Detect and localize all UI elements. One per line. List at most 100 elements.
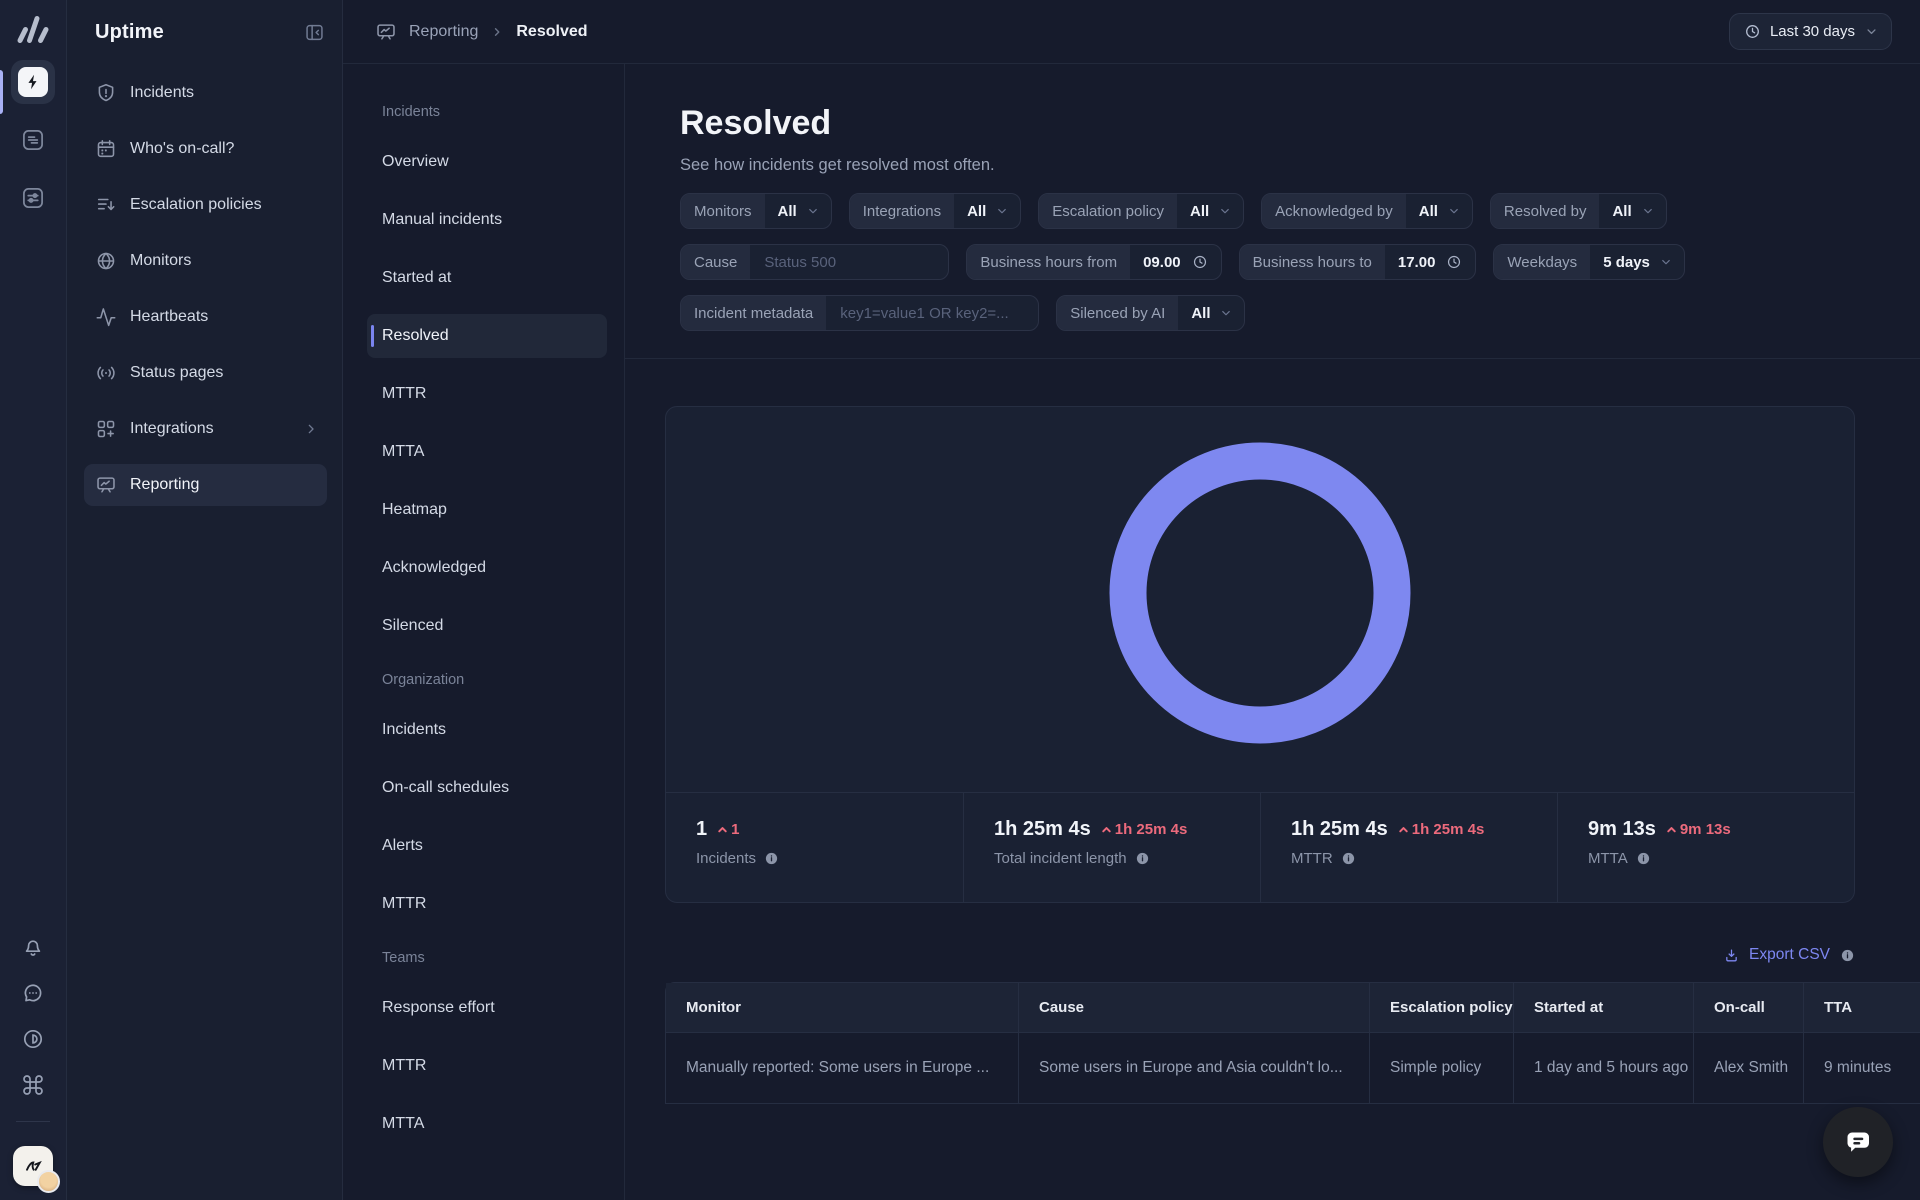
sidebar-item-reporting[interactable]: Reporting [84,464,327,506]
theme-toggle-button[interactable] [21,1027,45,1051]
cell-started-at[interactable]: 1 day and 5 hours ago [1513,1033,1693,1103]
telemetry-product-button[interactable] [11,176,55,220]
subnav-item-label: Incidents [382,721,447,738]
cell-cause[interactable]: Some users in Europe and Asia couldn't l… [1018,1033,1369,1103]
shortcuts-button[interactable] [21,1073,45,1097]
sidebar-item-heartbeats[interactable]: Heartbeats [84,296,327,338]
filter-integrations[interactable]: Integrations All [848,193,1022,229]
subnav-item-mttr[interactable]: MTTR [382,372,624,416]
subnav-item-resolved[interactable]: Resolved [367,314,607,358]
info-icon[interactable] [1135,851,1150,866]
incident-metadata-input[interactable] [826,296,1039,330]
chat-widget-button[interactable] [1823,1107,1893,1177]
filter-label: Monitors [681,194,765,228]
column-header-monitor[interactable]: Monitor [666,983,1018,1033]
caret-up-icon [1399,827,1408,833]
subnav-item-started-at[interactable]: Started at [382,256,624,300]
cause-input[interactable] [750,245,949,279]
filter-resolved-by[interactable]: Resolved by All [1489,193,1667,229]
chevron-right-icon [303,421,319,437]
workspace-avatar-button[interactable] [13,1146,60,1193]
section-divider [625,358,1920,359]
bell-icon [25,940,41,956]
subnav-item-teams-mtta[interactable]: MTTA [382,1102,624,1146]
filter-label: Escalation policy [1039,194,1177,228]
clock-icon [1446,254,1462,270]
subnav-item-label: Acknowledged [382,559,487,576]
subnav-item-mtta[interactable]: MTTA [382,430,624,474]
info-icon[interactable] [764,851,779,866]
subnav-item-manual-incidents[interactable]: Manual incidents [382,198,624,242]
breadcrumb-section[interactable]: Reporting [409,22,479,40]
subnav-item-response-effort[interactable]: Response effort [382,986,624,1030]
stat-delta: 1h 25m 4s [1397,821,1484,838]
filter-business-hours-from[interactable]: Business hours from 09.00 [966,244,1222,280]
bolt-product-icon [18,67,48,97]
date-range-button[interactable]: Last 30 days [1728,13,1892,50]
info-icon[interactable] [1840,948,1855,963]
stat-mttr: 1h 25m 4s 1h 25m 4s MTTR [1260,793,1557,902]
sidebar-item-incidents[interactable]: Incidents [84,72,327,114]
uptime-product-button[interactable] [11,60,55,104]
contrast-icon [23,1029,43,1049]
subnav-item-heatmap[interactable]: Heatmap [382,488,624,532]
filter-value: All [777,202,797,220]
cell-on-call[interactable]: Alex Smith [1693,1033,1803,1103]
subnav-item-silenced[interactable]: Silenced [382,604,624,648]
subnav-item-overview[interactable]: Overview [382,140,624,184]
logs-product-button[interactable] [11,118,55,162]
chevron-down-icon [1659,255,1673,269]
column-header-escalation-policy[interactable]: Escalation policy [1369,983,1513,1033]
filter-weekdays[interactable]: Weekdays 5 days [1493,244,1685,280]
stat-value: 9m 13s [1588,818,1656,840]
message-dots-icon [24,984,42,1002]
subnav-item-acknowledged[interactable]: Acknowledged [382,546,624,590]
filter-business-hours-to[interactable]: Business hours to 17.00 [1238,244,1477,280]
betterstack-logo[interactable] [13,12,53,46]
sidebar-item-status-pages[interactable]: Status pages [84,352,327,394]
filter-cause[interactable]: Cause [680,244,950,280]
cell-monitor[interactable]: Manually reported: Some users in Europe … [686,1059,990,1076]
column-header-on-call[interactable]: On-call [1693,983,1803,1033]
sidebar-item-monitors[interactable]: Monitors [84,240,327,282]
filter-escalation-policy[interactable]: Escalation policy All [1038,193,1245,229]
filter-incident-metadata[interactable]: Incident metadata [680,295,1040,331]
filter-silenced-by-ai[interactable]: Silenced by AI All [1056,295,1246,331]
cell-escalation-policy[interactable]: Simple policy [1369,1033,1513,1103]
main-column: Reporting Resolved Last 30 days Incident… [343,0,1920,1200]
collapse-sidebar-button[interactable] [304,22,325,43]
column-header-cause[interactable]: Cause [1018,983,1369,1033]
subnav-item-alerts[interactable]: Alerts [382,824,624,868]
clock-icon [1192,254,1208,270]
filter-monitors[interactable]: Monitors All [680,193,832,229]
subnav-item-label: MTTA [382,443,425,460]
resolved-chart-card: 1 1 Incidents [665,406,1855,903]
info-icon[interactable] [1636,851,1651,866]
logs-product-icon [20,127,46,153]
collapse-panel-icon [306,24,323,40]
sidebar-item-escalation-policies[interactable]: Escalation policies [84,184,327,226]
column-header-started-at[interactable]: Started at [1513,983,1693,1033]
user-avatar [37,1170,60,1193]
filter-value: 5 days [1603,253,1650,271]
command-icon [23,1075,43,1095]
notifications-button[interactable] [21,935,45,959]
sidebar-item-integrations[interactable]: Integrations [84,408,327,450]
sidebar-nav: Incidents Who's on-call? Escalation p [67,64,342,506]
subnav-item-label: Alerts [382,837,423,854]
stats-row: 1 1 Incidents [666,792,1854,902]
subnav-item-org-incidents[interactable]: Incidents [382,708,624,752]
export-csv-button[interactable]: Export CSV [1723,946,1830,964]
stat-delta: 9m 13s [1665,821,1731,838]
filter-acknowledged-by[interactable]: Acknowledged by All [1261,193,1473,229]
column-header-tta[interactable]: TTA [1803,983,1920,1033]
filter-label: Business hours from [967,245,1131,279]
subnav-item-teams-mttr[interactable]: MTTR [382,1044,624,1088]
subnav-item-on-call-schedules[interactable]: On-call schedules [382,766,624,810]
report-chart-icon [95,474,117,496]
subnav-item-org-mttr[interactable]: MTTR [382,882,624,926]
feedback-button[interactable] [21,981,45,1005]
cell-tta[interactable]: 9 minutes [1803,1033,1920,1103]
info-icon[interactable] [1341,851,1356,866]
sidebar-item-whos-on-call[interactable]: Who's on-call? [84,128,327,170]
